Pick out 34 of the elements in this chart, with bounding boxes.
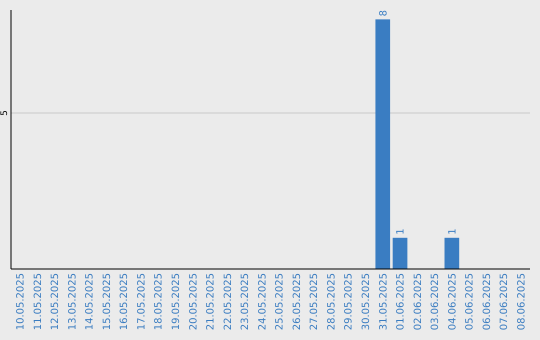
x-tick-label: 10.05.2025 bbox=[16, 273, 27, 330]
y-tick-label: 5 bbox=[0, 110, 10, 116]
x-tick-label: 31.05.2025 bbox=[378, 273, 390, 330]
x-tick-label: 12.05.2025 bbox=[50, 273, 62, 330]
x-tick-label: 16.05.2025 bbox=[119, 273, 130, 330]
x-tick-label: 04.06.2025 bbox=[447, 273, 458, 330]
x-tick-label: 27.05.2025 bbox=[309, 273, 320, 330]
x-tick-label: 25.05.2025 bbox=[274, 273, 286, 330]
x-tick-label: 22.05.2025 bbox=[222, 273, 234, 330]
x-tick-label: 28.05.2025 bbox=[326, 273, 338, 330]
x-tick-label: 13.05.2025 bbox=[67, 273, 78, 330]
x-tick-label: 14.05.2025 bbox=[84, 273, 96, 330]
x-tick-label: 23.05.2025 bbox=[240, 273, 252, 330]
x-tick-label: 05.06.2025 bbox=[464, 273, 476, 330]
data-label: 8 bbox=[378, 10, 390, 16]
x-tick-label: 03.06.2025 bbox=[430, 273, 442, 330]
data-label: 1 bbox=[447, 228, 458, 235]
x-tick-label: 29.05.2025 bbox=[344, 273, 355, 330]
x-tick-label: 26.05.2025 bbox=[292, 273, 303, 330]
x-tick-label: 08.06.2025 bbox=[516, 273, 528, 330]
x-tick-label: 06.06.2025 bbox=[482, 273, 493, 330]
x-tick-label: 07.06.2025 bbox=[499, 273, 510, 330]
x-tick-label: 18.05.2025 bbox=[154, 273, 165, 330]
x-tick-label: 21.05.2025 bbox=[206, 273, 217, 330]
x-tick-label: 24.05.2025 bbox=[257, 273, 268, 330]
x-tick-label: 19.05.2025 bbox=[171, 273, 182, 330]
x-tick-label: 15.05.2025 bbox=[102, 273, 113, 330]
data-label: 1 bbox=[396, 228, 407, 235]
x-tick-label: 01.06.2025 bbox=[396, 273, 407, 330]
x-tick-label: 20.05.2025 bbox=[188, 273, 200, 330]
x-tick-label: 02.06.2025 bbox=[412, 273, 424, 330]
x-tick-label: 11.05.2025 bbox=[32, 273, 44, 330]
x-tick-label: 17.05.2025 bbox=[136, 273, 148, 330]
x-tick-label: 30.05.2025 bbox=[360, 273, 372, 330]
